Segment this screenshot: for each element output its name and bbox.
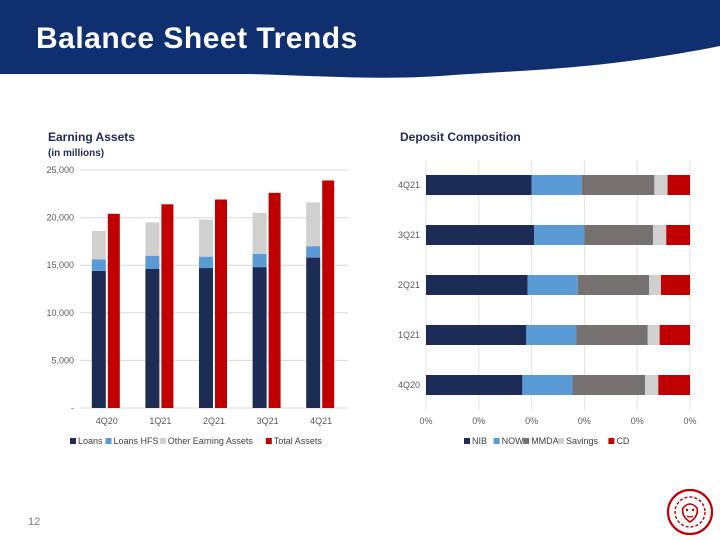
y-tick-label: 5,000 (51, 355, 74, 365)
bar-loans (252, 267, 267, 408)
legend-label: Loans HFS (114, 436, 159, 446)
bar-cd (666, 225, 690, 245)
bar-total-assets (322, 180, 335, 408)
bar-savings (653, 225, 667, 245)
bar-other-earning-assets (252, 212, 267, 254)
y-tick-label: - (71, 403, 74, 413)
bar-savings (654, 175, 668, 195)
bar-other-earning-assets (91, 230, 106, 260)
x-tick-label: 0% (631, 416, 644, 426)
x-tick-label: 0% (472, 416, 485, 426)
bar-nib (426, 375, 523, 395)
bar-savings (649, 275, 661, 295)
bar-nib (426, 225, 535, 245)
bar-loans (306, 257, 321, 408)
bar-other-earning-assets (306, 202, 321, 247)
bar-loans (145, 269, 160, 408)
y-tick-label: 2Q21 (398, 280, 420, 290)
page-title: Balance Sheet Trends (36, 22, 358, 55)
x-tick-label: 1Q21 (149, 416, 171, 426)
bar-loans (199, 268, 213, 408)
legend-swatch (523, 438, 530, 444)
bar-loans-hfs (145, 255, 160, 270)
legend-swatch (159, 438, 166, 444)
x-tick-label: 0% (419, 416, 432, 426)
x-tick-label: 0% (525, 416, 538, 426)
bar-loans-hfs (306, 246, 321, 258)
earning-assets-chart: - 5,000 10,000 15,000 20,000 25,000 4Q20 1Q21 2Q… (46, 165, 348, 446)
y-tick-label: 4Q21 (398, 180, 420, 190)
legend-swatch (70, 438, 76, 444)
x-tick-label: 2Q21 (203, 416, 225, 426)
lion-logo-icon (666, 488, 714, 536)
legend-swatch (558, 438, 564, 444)
bar-loans (91, 270, 106, 408)
bar-cd (659, 325, 690, 345)
bar-loans-hfs (91, 259, 106, 271)
x-tick-label: 4Q20 (96, 416, 118, 426)
y-tick-label: 15,000 (46, 260, 74, 270)
bar-nib (426, 275, 528, 295)
legend-label: Savings (566, 436, 599, 446)
x-tick-label: 0% (683, 416, 696, 426)
bar-mmda (581, 175, 655, 195)
bar-cd (667, 175, 690, 195)
x-tick-label: 4Q21 (310, 416, 332, 426)
x-tick-label: 0% (578, 416, 591, 426)
y-tick-label: 10,000 (46, 308, 74, 318)
bar-mmda (577, 275, 650, 295)
legend-label: NOW (502, 436, 524, 446)
y-tick-label: 1Q21 (398, 330, 420, 340)
bar-total-assets (215, 199, 227, 408)
title-banner (0, 0, 720, 78)
y-tick-label: 25,000 (46, 165, 74, 175)
legend-swatch (493, 438, 500, 444)
earning-assets-subtitle: (in millions) (48, 148, 105, 159)
bar-now (522, 375, 573, 395)
y-tick-label: 3Q21 (398, 230, 420, 240)
bar-cd (660, 275, 690, 295)
bar-nib (426, 175, 532, 195)
bar-now (534, 225, 585, 245)
bar-now (526, 325, 577, 345)
legend-swatch (265, 438, 272, 444)
bar-mmda (584, 225, 654, 245)
earning-assets-title: Earning Assets (48, 130, 135, 144)
legend-label: MMDA (531, 436, 559, 446)
bar-other-earning-assets (199, 219, 213, 257)
bar-nib (426, 325, 527, 345)
x-tick-label: 3Q21 (257, 416, 279, 426)
legend-label: Loans (78, 436, 103, 446)
legend-swatch (464, 438, 470, 444)
legend-label: NIB (472, 436, 487, 446)
legend-label: Other Earning Assets (168, 436, 254, 446)
y-tick-label: 4Q20 (398, 380, 420, 390)
legend-label: CD (616, 436, 629, 446)
bar-now (527, 275, 578, 295)
bar-mmda (576, 325, 648, 345)
deposit-composition-chart: 0% 0% 0% 0% 0% 0% 4Q21 3Q21 2Q21 1Q21 4Q20 NIB NOW MM… (398, 160, 697, 446)
bar-total-assets (107, 213, 120, 408)
bar-total-assets (268, 192, 281, 408)
bar-savings (647, 325, 660, 345)
bar-savings (645, 375, 659, 395)
page-number: 12 (28, 516, 41, 528)
bar-mmda (572, 375, 646, 395)
legend-swatch (105, 438, 112, 444)
bar-total-assets (161, 204, 174, 408)
bar-cd (658, 375, 690, 395)
legend-swatch (608, 438, 615, 444)
bar-loans-hfs (199, 256, 213, 269)
legend-label: Total Assets (274, 436, 323, 446)
deposit-composition-title: Deposit Composition (400, 130, 521, 144)
bar-now (531, 175, 582, 195)
bar-other-earning-assets (145, 222, 160, 256)
bar-loans-hfs (252, 253, 267, 268)
y-tick-label: 20,000 (46, 213, 74, 223)
